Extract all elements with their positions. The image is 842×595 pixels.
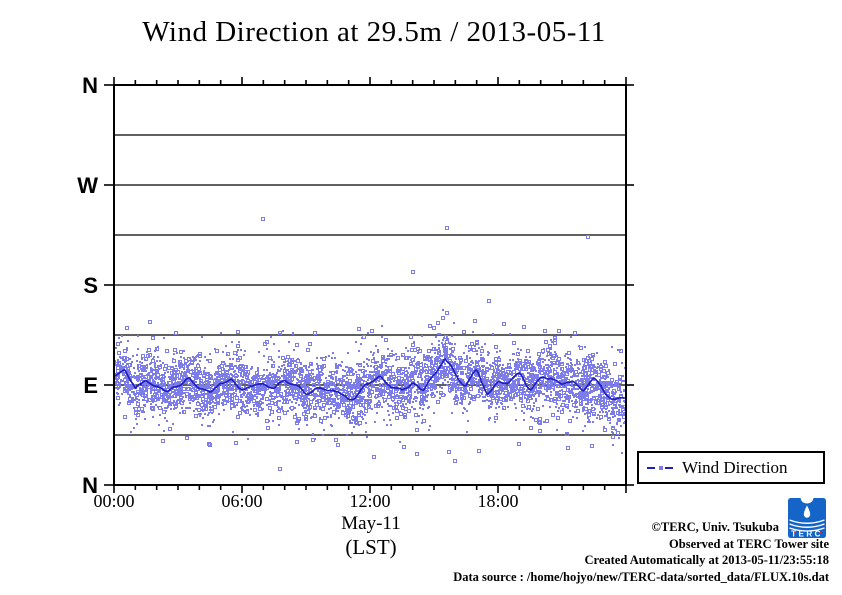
chart-title: Wind Direction at 29.5m / 2013-05-11 bbox=[142, 16, 606, 48]
terc-logo-red-accent bbox=[793, 531, 795, 534]
terc-logo-ripple-1 bbox=[789, 519, 825, 524]
mean-wind-direction-line bbox=[114, 358, 625, 401]
terc-logo: TERC bbox=[788, 498, 826, 538]
y-tick-label: W bbox=[77, 173, 98, 198]
legend-line-marker bbox=[647, 465, 675, 470]
terc-logo-text: TERC bbox=[791, 530, 823, 539]
y-tick-label: S bbox=[83, 273, 98, 298]
y-tick-label: N bbox=[82, 73, 98, 98]
wind-direction-series bbox=[114, 217, 626, 471]
y-tick-label: E bbox=[83, 373, 98, 398]
terc-logo-ripple-2 bbox=[789, 523, 825, 528]
plot-frame bbox=[113, 84, 627, 486]
scatter-points-open bbox=[114, 217, 626, 471]
y-tick-label: N bbox=[82, 473, 98, 498]
terc-logo-drop-icon bbox=[803, 505, 811, 518]
legend-box: Wind Direction bbox=[637, 451, 825, 484]
y-tick-labels: N W S E N bbox=[77, 73, 98, 498]
credit-datasource: Data source : /home/hojyo/new/TERC-data/… bbox=[453, 569, 829, 584]
terc-logo-red-accent bbox=[819, 531, 821, 534]
x-axis-unit-label: (LST) bbox=[345, 535, 397, 559]
x-tick-labels: 00:00 06:00 12:00 18:00 bbox=[93, 491, 518, 511]
credit-observed: Observed at TERC Tower site bbox=[669, 536, 829, 551]
x-tick-label: 00:00 bbox=[93, 491, 134, 511]
x-tick-label: 18:00 bbox=[477, 491, 518, 511]
credits-block: ©TERC, Univ. Tsukuba Observed at TERC To… bbox=[453, 519, 829, 585]
terc-logo-ripple-3 bbox=[789, 527, 825, 532]
terc-logo-body bbox=[788, 498, 826, 538]
credit-copyright: ©TERC, Univ. Tsukuba bbox=[651, 520, 779, 534]
x-tick-label: 06:00 bbox=[221, 491, 262, 511]
x-tick-label: 12:00 bbox=[349, 491, 390, 511]
legend-dot-marker bbox=[659, 465, 663, 470]
x-axis-date-label: May-11 bbox=[341, 513, 401, 534]
legend-label: Wind Direction bbox=[682, 457, 788, 477]
credit-created: Created Automatically at 2013-05-11/23:5… bbox=[584, 553, 829, 567]
